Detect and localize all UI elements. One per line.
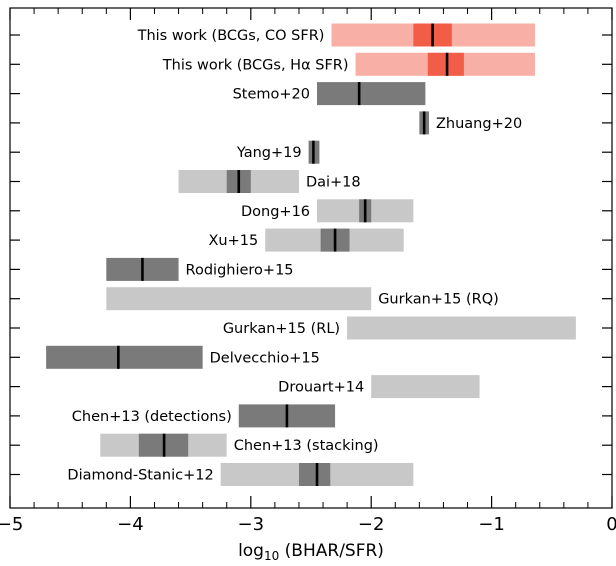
x-tick-label-0: −5: [0, 514, 23, 535]
x-tick-label-4: −1: [478, 514, 505, 535]
row-13-label: Chen+13 (detections): [72, 409, 232, 425]
x-tick-label-1: −4: [117, 514, 144, 535]
row-7-label: Xu+15: [209, 233, 259, 249]
x-axis-label-prefix: log: [238, 541, 264, 561]
row-8-label: Rodighiero+15: [186, 262, 294, 278]
row-11-label: Delvecchio+15: [210, 350, 320, 366]
row-4-label: Yang+19: [236, 145, 302, 161]
row-5-label: Dai+18: [306, 175, 361, 191]
x-axis-label-sub: 10: [264, 549, 279, 563]
row-12-outer-range-bar: [371, 375, 480, 399]
tick-layer: −5 −4 −3 −2 −1 0: [0, 8, 616, 535]
row-9-outer-range-bar: [106, 287, 372, 311]
row-10-label: Gurkan+15 (RL): [223, 321, 340, 337]
row-10-outer-range-bar: [347, 316, 576, 340]
plot-frame: [9, 7, 613, 509]
row-1-label: This work (BCGs, Hα SFR): [162, 57, 349, 73]
x-tick-label-5: 0: [606, 514, 616, 535]
row-15-inner-range-bar: [298, 463, 331, 486]
x-axis-label: log10 (BHAR/SFR): [238, 541, 384, 563]
row-6-label: Dong+16: [241, 204, 310, 220]
row-9-label: Gurkan+15 (RQ): [378, 292, 499, 308]
row-12-label: Drouart+14: [278, 380, 364, 396]
label-layer: This work (BCGs, CO SFR) This work (BCGs,…: [67, 28, 522, 484]
x-tick-label-3: −2: [358, 514, 385, 535]
bar-layer: [46, 23, 576, 486]
row-15-label: Diamond-Stanic+12: [67, 468, 213, 484]
row-0-label: This work (BCGs, CO SFR): [137, 28, 325, 44]
row-2-label: Stemo+20: [233, 87, 310, 103]
row-11-inner-range-bar: [46, 345, 203, 369]
row-14-label: Chen+13 (stacking): [234, 438, 379, 454]
row-3-label: Zhuang+20: [436, 116, 522, 132]
x-axis-label-suffix: (BHAR/SFR): [279, 541, 384, 561]
row-2-inner-range-bar: [317, 82, 426, 106]
x-tick-label-2: −3: [238, 514, 265, 535]
